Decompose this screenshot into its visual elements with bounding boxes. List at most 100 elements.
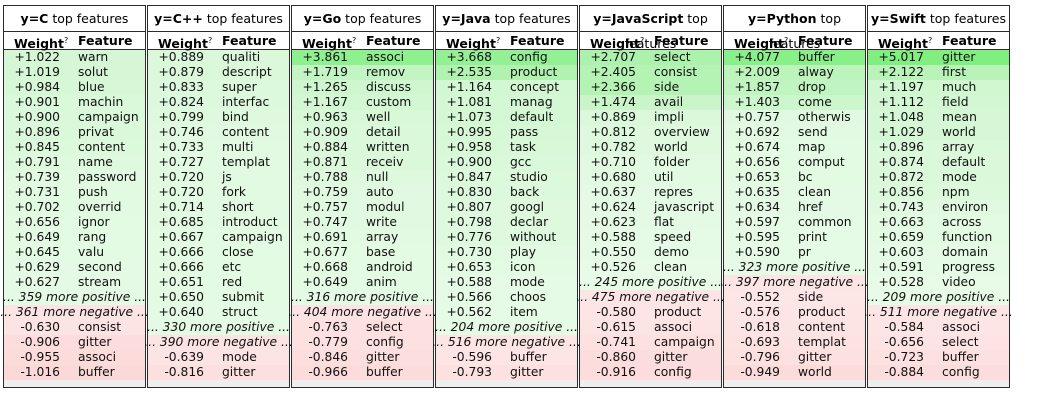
weight-help-marker[interactable]: ?	[495, 36, 501, 45]
feature-name: modul	[366, 200, 405, 214]
weight-column-header: Weight?	[724, 32, 794, 52]
feature-name: config	[654, 365, 692, 379]
weight-value: +0.588	[590, 230, 636, 244]
feature-name: environ	[942, 200, 989, 214]
weight-value: +2.535	[446, 65, 492, 79]
weight-value: +0.757	[734, 110, 780, 124]
table-row: +1.857 drop	[724, 80, 865, 95]
title-suffix: top features	[929, 11, 1006, 26]
feature-name: associ	[78, 350, 117, 364]
more-features-row: ... 361 more negative ...	[0, 305, 149, 320]
table-row: +1.048 mean	[868, 110, 1009, 125]
table-row: +0.896 array	[868, 140, 1009, 155]
feature-table: y=Python top features Weight? Feature +4.07…	[720, 5, 869, 388]
feature-name: href	[798, 200, 823, 214]
weight-value: +2.122	[878, 65, 924, 79]
weight-value: +1.197	[878, 80, 924, 94]
weight-value: +0.666	[158, 245, 204, 259]
feature-name: field	[942, 95, 969, 109]
feature-name: demo	[654, 245, 689, 259]
feature-name: function	[942, 230, 993, 244]
table-footer-strip	[148, 380, 289, 387]
weight-value: +0.720	[158, 185, 204, 199]
feature-name: buffer	[798, 50, 835, 64]
weight-help-marker[interactable]: ?	[207, 36, 213, 45]
table-row: +0.720 js	[148, 170, 289, 185]
weight-value: +2.405	[590, 65, 636, 79]
table-header: Weight? Feature	[436, 31, 577, 51]
weight-value: -0.693	[740, 335, 780, 349]
feature-table: y=JavaScript top features Weight? Feature +…	[576, 5, 725, 388]
table-row: +0.958 task	[436, 140, 577, 155]
feature-name: otherwis	[798, 110, 851, 124]
feature-name: progress	[942, 260, 996, 274]
feature-name: submit	[222, 290, 265, 304]
table-row: +0.595 print	[724, 230, 865, 245]
weight-value: +0.526	[590, 260, 636, 274]
table-row: +0.649 anim	[292, 275, 433, 290]
feature-name: manag	[510, 95, 553, 109]
table-row: +0.653 bc	[724, 170, 865, 185]
feature-name: gitter	[78, 335, 112, 349]
feature-name: default	[510, 110, 554, 124]
feature-column-header: Feature	[798, 33, 853, 48]
table-footer-strip	[580, 380, 721, 387]
weight-value: -0.816	[164, 365, 204, 379]
table-row: -0.656 select	[868, 335, 1009, 350]
table-title: y=Java top features	[436, 6, 577, 31]
weight-help-marker[interactable]: ?	[63, 36, 69, 45]
table-row: +1.081 manag	[436, 95, 577, 110]
feature-name: config	[510, 50, 548, 64]
weight-column-header: Weight?	[148, 32, 218, 51]
weight-value: -0.966	[308, 365, 348, 379]
weight-value: -0.615	[596, 320, 636, 334]
weight-value: +0.995	[446, 125, 492, 139]
feature-name: solut	[78, 65, 108, 79]
more-features-text: ... 390 more negative ...	[144, 335, 293, 349]
weight-value: +0.798	[446, 215, 492, 229]
weight-value: +0.685	[158, 215, 204, 229]
weight-header-label: Weight	[734, 36, 784, 52]
feature-name: product	[798, 305, 846, 319]
feature-name: folder	[654, 155, 690, 169]
feature-name: red	[222, 275, 243, 289]
table-row: +1.112 field	[868, 95, 1009, 110]
feature-name: npm	[942, 185, 970, 199]
table-row: +0.645 valu	[4, 245, 145, 260]
table-row: +0.757 modul	[292, 200, 433, 215]
weight-value: +0.653	[734, 170, 780, 184]
feature-name: come	[798, 95, 832, 109]
table-row: -0.576 product	[724, 305, 865, 320]
more-features-text: ... 359 more positive ...	[3, 290, 146, 304]
feature-name: default	[942, 155, 986, 169]
weight-help-marker[interactable]: ?	[783, 36, 789, 45]
table-row: +1.073 default	[436, 110, 577, 125]
table-row: +0.710 folder	[580, 155, 721, 170]
weight-help-marker[interactable]: ?	[351, 36, 357, 45]
more-features-row: ... 245 more positive ...	[579, 275, 722, 290]
weight-help-marker[interactable]: ?	[639, 36, 645, 45]
table-row: +0.656 ignor	[4, 215, 145, 230]
weight-value: +0.627	[14, 275, 60, 289]
table-row: +0.624 javascript	[580, 200, 721, 215]
target-label: y=Go	[303, 11, 342, 26]
feature-name: studio	[510, 170, 548, 184]
table-row: +0.874 default	[868, 155, 1009, 170]
feature-table: y=C++ top features Weight? Feature +0.889 qu…	[144, 5, 293, 388]
weight-value: +0.528	[878, 275, 924, 289]
table-row: +0.702 overrid	[4, 200, 145, 215]
table-row: +0.909 detail	[292, 125, 433, 140]
feature-name: world	[654, 140, 688, 154]
table-row: +1.022 warn	[4, 50, 145, 65]
weight-value: +0.730	[446, 245, 492, 259]
weight-value: +0.623	[590, 215, 636, 229]
title-suffix: top features	[345, 11, 422, 26]
weight-value: -0.656	[884, 335, 924, 349]
feature-column-header: Feature	[366, 33, 421, 48]
weight-help-marker[interactable]: ?	[927, 36, 933, 45]
table-row: +0.896 privat	[4, 125, 145, 140]
weight-value: +0.963	[302, 110, 348, 124]
feature-name: etc	[222, 260, 242, 274]
feature-weight-tables: y=C top features Weight? Feature +1.022 warn…	[0, 5, 1013, 388]
feature-name: introduct	[222, 215, 278, 229]
